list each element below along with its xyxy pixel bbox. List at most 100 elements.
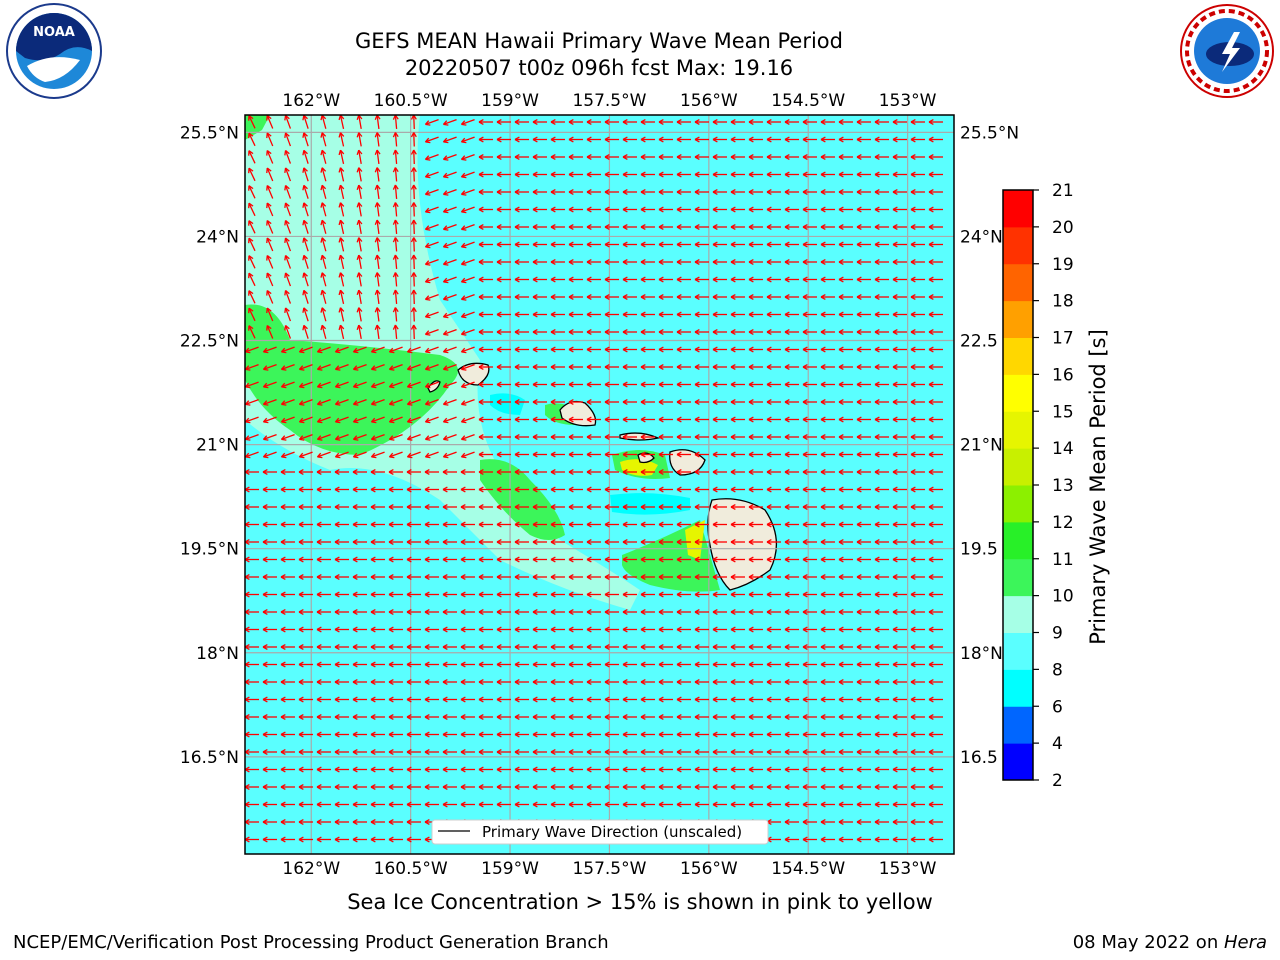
wave-arrow <box>892 399 907 405</box>
wave-arrow <box>874 189 889 195</box>
wave-arrow <box>676 206 691 213</box>
wave-arrow <box>460 469 475 475</box>
wave-arrow <box>856 784 871 790</box>
wave-arrow <box>874 224 889 230</box>
wave-arrow <box>928 661 943 668</box>
wave-arrow <box>460 398 475 406</box>
wave-arrow <box>928 801 943 808</box>
wave-arrow <box>550 241 565 248</box>
wave-arrow <box>496 171 511 178</box>
wave-arrow <box>532 154 547 160</box>
wave-arrow <box>910 259 925 265</box>
wave-arrow <box>496 731 511 738</box>
wave-arrow <box>910 749 925 755</box>
wave-arrow <box>568 539 583 545</box>
wave-arrow <box>370 696 385 703</box>
wave-arrow <box>356 324 363 340</box>
wave-arrow <box>748 749 763 755</box>
wave-arrow <box>298 784 313 790</box>
wave-arrow <box>748 591 763 598</box>
wave-arrow <box>374 324 381 340</box>
wave-arrow <box>604 539 619 545</box>
wave-arrow <box>248 272 256 287</box>
wave-arrow <box>302 219 309 234</box>
wave-arrow <box>910 679 925 685</box>
wave-arrow <box>622 329 637 335</box>
wave-arrow <box>784 521 799 528</box>
wave-arrow <box>694 206 709 213</box>
wave-arrow <box>640 539 655 545</box>
wave-arrow <box>302 254 309 269</box>
wave-arrow <box>622 119 637 125</box>
wave-arrow <box>856 801 871 808</box>
wave-arrow <box>532 276 547 283</box>
colorbar-segment <box>1003 300 1033 338</box>
wave-arrow <box>802 381 817 388</box>
wave-arrow <box>406 661 421 668</box>
wave-arrow <box>586 714 601 720</box>
wave-arrow <box>748 119 763 125</box>
wave-arrow <box>334 609 349 615</box>
wave-arrow <box>478 294 493 300</box>
wave-arrow <box>460 293 475 301</box>
wave-arrow <box>874 504 889 510</box>
wave-arrow <box>748 679 763 685</box>
wave-arrow <box>320 149 327 164</box>
wave-arrow <box>766 661 781 668</box>
wave-arrow <box>478 626 493 633</box>
wave-arrow <box>356 149 363 165</box>
wave-arrow <box>640 609 655 615</box>
wave-arrow <box>478 784 493 790</box>
lat-label-right: 18°N <box>960 644 1003 664</box>
wave-arrow <box>712 434 727 440</box>
wave-arrow <box>928 731 943 738</box>
wave-arrow <box>766 504 781 510</box>
wave-arrow <box>910 626 925 633</box>
wave-arrow <box>676 784 691 790</box>
wave-arrow <box>442 346 457 354</box>
wave-arrow <box>424 801 439 808</box>
wave-arrow <box>568 486 583 493</box>
sea-ice-note: Sea Ice Concentration > 15% is shown in … <box>347 890 933 914</box>
wave-arrow <box>514 591 529 598</box>
wave-arrow <box>460 696 475 703</box>
wave-arrow <box>874 609 889 615</box>
wave-arrow <box>298 381 313 389</box>
wave-arrow <box>550 661 565 668</box>
wave-arrow <box>496 696 511 703</box>
wave-arrow <box>820 311 835 318</box>
wave-arrow <box>838 819 853 825</box>
wave-arrow <box>640 486 655 493</box>
wave-arrow <box>496 451 511 458</box>
wave-arrow <box>910 609 925 615</box>
wave-arrow <box>640 749 655 755</box>
colorbar-tick-label: 8 <box>1052 660 1063 680</box>
wave-arrow <box>496 224 511 230</box>
wave-arrow <box>820 434 835 440</box>
wave-arrow <box>262 609 277 615</box>
wave-arrow <box>550 486 565 493</box>
credit-right: 08 May 2022 on Hera <box>1073 932 1267 953</box>
wave-arrow <box>802 259 817 265</box>
wave-arrow <box>424 153 439 161</box>
wave-arrow <box>838 486 853 493</box>
wave-arrow <box>838 241 853 248</box>
wave-arrow <box>550 731 565 738</box>
wave-arrow <box>928 836 943 843</box>
wave-arrow <box>356 115 363 130</box>
wave-arrow <box>370 801 385 808</box>
wave-arrow <box>910 819 925 825</box>
wave-arrow <box>496 276 511 283</box>
wave-arrow <box>622 381 637 388</box>
wave-arrow <box>712 626 727 633</box>
wave-arrow <box>604 626 619 633</box>
wave-arrow <box>338 324 345 339</box>
wave-arrow <box>928 644 943 650</box>
wave-arrow <box>838 224 853 230</box>
wave-arrow <box>676 381 691 388</box>
wave-arrow <box>352 504 367 510</box>
wave-arrow <box>424 258 439 266</box>
wave-arrow <box>694 679 709 685</box>
wave-arrow <box>802 136 817 143</box>
wave-arrow <box>550 469 565 475</box>
